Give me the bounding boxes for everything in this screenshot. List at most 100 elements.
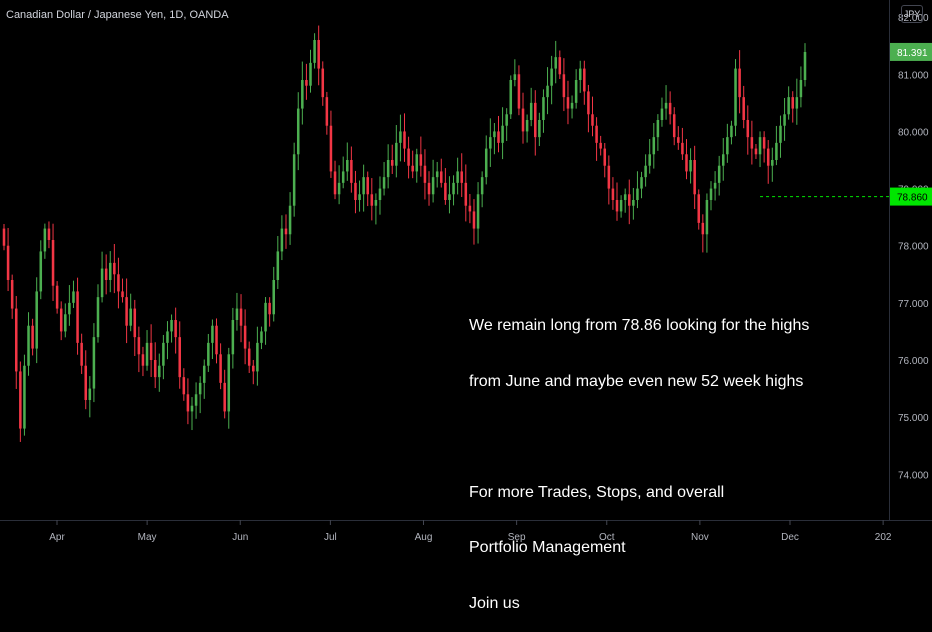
candle-body — [256, 342, 259, 372]
y-tick-label: 74.000 — [898, 470, 929, 481]
candle — [149, 324, 153, 378]
candle-body — [599, 142, 602, 149]
symbol-title[interactable]: Canadian Dollar / Japanese Yen, 1D, OAND… — [6, 9, 229, 21]
currency-button[interactable]: JPY — [901, 5, 923, 23]
candle — [23, 354, 26, 436]
entry-price-tag — [890, 187, 932, 206]
candle — [517, 65, 521, 116]
candle — [202, 359, 206, 399]
candle — [190, 397, 194, 431]
candle-body — [603, 148, 607, 166]
candle-body — [509, 80, 513, 115]
x-tick-label: May — [138, 532, 157, 543]
candle — [632, 187, 635, 220]
candle — [554, 40, 557, 84]
candle-body — [803, 52, 807, 80]
candle — [329, 110, 333, 178]
candle-body — [762, 137, 766, 149]
candle — [72, 280, 75, 308]
candle — [231, 307, 235, 369]
candle — [415, 148, 419, 183]
candle-body — [264, 302, 267, 332]
candle — [76, 277, 79, 355]
candle-body — [419, 154, 423, 166]
candle-body — [27, 325, 30, 366]
candle — [145, 330, 149, 371]
candle — [153, 342, 157, 389]
candle — [660, 97, 664, 127]
candle — [305, 63, 308, 100]
candle — [223, 369, 226, 419]
candle-body — [713, 182, 717, 189]
candle — [6, 227, 10, 292]
candle — [493, 123, 496, 155]
time-axis[interactable]: Apr May Jun Jul Aug Sep Oct Nov Dec 202 — [49, 520, 892, 543]
candle-body — [791, 97, 795, 109]
candle — [705, 193, 709, 253]
price-chart[interactable]: 74.00075.00076.00077.00078.00079.00080.0… — [0, 0, 932, 550]
candle — [158, 353, 161, 392]
candle — [779, 115, 782, 158]
candle — [325, 91, 329, 135]
candle-body — [14, 308, 18, 372]
candle-body — [497, 131, 500, 143]
candle-body — [378, 188, 382, 200]
candle — [795, 78, 799, 125]
candle — [10, 274, 14, 319]
price-tags: 81.391 78.860 — [890, 42, 932, 206]
candle-body — [76, 291, 79, 343]
candle-body — [88, 388, 92, 400]
candle-body — [43, 228, 47, 252]
candle-body — [668, 102, 672, 115]
candle-body — [395, 142, 398, 166]
candle-body — [501, 125, 504, 143]
candle — [677, 126, 680, 150]
candle — [108, 251, 112, 293]
candle — [129, 293, 132, 332]
candle-body — [386, 160, 390, 178]
candle — [726, 123, 729, 163]
candle — [207, 333, 210, 372]
x-tick-label: Apr — [49, 532, 65, 543]
candle — [31, 318, 34, 356]
candle-body — [158, 365, 161, 378]
candle-body — [701, 222, 705, 235]
candle — [117, 257, 120, 309]
x-tick-label: Dec — [781, 532, 799, 543]
candle — [403, 113, 406, 162]
candle-body — [198, 382, 202, 395]
candle — [215, 318, 218, 364]
candle-body — [194, 394, 198, 406]
candle-body — [190, 405, 194, 412]
candle — [538, 112, 541, 146]
annotation-line: We remain long from 78.86 looking for th… — [469, 317, 810, 334]
candle-body — [301, 80, 304, 109]
candle — [47, 221, 51, 249]
candle-body — [313, 40, 316, 63]
candle — [730, 120, 733, 145]
candle — [35, 277, 38, 364]
candle-body — [595, 125, 598, 143]
candle — [317, 25, 320, 86]
chart-canvas[interactable]: 74.00075.00076.00077.00078.00079.00080.0… — [0, 0, 932, 550]
candle-body — [31, 325, 34, 349]
candle — [681, 127, 684, 160]
annotation-line: Portfolio Management — [469, 539, 626, 556]
candle — [534, 90, 537, 156]
candle — [395, 125, 398, 178]
candle — [803, 43, 807, 87]
price-axis[interactable]: 74.00075.00076.00077.00078.00079.00080.0… — [898, 13, 929, 481]
candle-body — [284, 228, 288, 235]
candle — [746, 105, 750, 155]
candle-body — [779, 125, 782, 143]
candle-body — [341, 171, 345, 183]
x-tick-label: 202 — [875, 532, 892, 543]
candle — [448, 176, 451, 214]
candle — [162, 334, 165, 380]
candle — [227, 347, 231, 429]
annotation-line: For more Trades, Stops, and overall — [469, 483, 725, 501]
candle-body — [280, 228, 284, 252]
candle — [775, 125, 778, 166]
candle — [256, 326, 259, 386]
candle-body — [460, 171, 463, 183]
